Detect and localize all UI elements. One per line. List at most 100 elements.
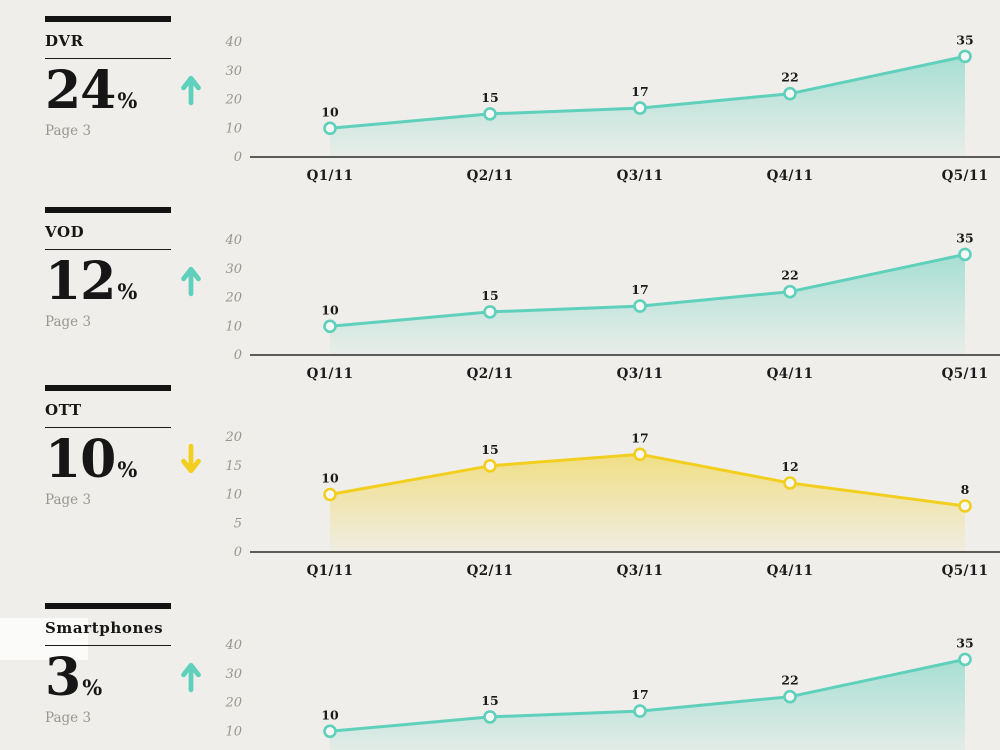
y-tick-label: 40 <box>224 638 242 653</box>
data-point <box>483 458 497 473</box>
section-title: Smartphones <box>45 619 164 637</box>
data-point <box>323 724 337 739</box>
data-point <box>783 284 797 299</box>
trend-up-icon <box>180 661 202 693</box>
y-tick-label: 30 <box>225 64 242 79</box>
point-value-label: 15 <box>481 90 498 105</box>
y-tick-label: 30 <box>225 262 242 277</box>
point-value-label: 17 <box>631 430 648 445</box>
metric-number: 24 <box>45 60 116 121</box>
section-title: DVR <box>45 32 84 50</box>
x-axis-label: Q3/11 <box>617 366 664 382</box>
y-tick-label: 10 <box>225 319 242 334</box>
sidebar-ott: OTT 10% Page 3 <box>45 385 171 508</box>
metric-unit: % <box>117 279 138 304</box>
background-strip <box>0 618 88 660</box>
metric-value: 3% <box>45 650 171 706</box>
y-tick-label: 40 <box>224 35 242 50</box>
y-tick-label: 30 <box>225 667 242 682</box>
data-point <box>323 487 337 502</box>
x-axis-label: Q3/11 <box>617 563 664 579</box>
area-fill <box>330 56 965 157</box>
metric-number: 10 <box>45 429 116 490</box>
line-chart-ott: 0 5 10 15 20 10 15 17 12 8 Q1/11 Q2/11 Q3/11 Q4/11 Q5/… <box>224 430 1000 579</box>
metric-value: 24% <box>45 63 171 119</box>
y-tick-label: 10 <box>225 121 242 136</box>
point-value-label: 35 <box>956 32 973 47</box>
area-fill <box>330 254 965 355</box>
data-point <box>958 499 972 513</box>
title-underline <box>45 645 171 646</box>
page-reference: Page 3 <box>45 122 92 139</box>
point-value-label: 35 <box>956 635 973 650</box>
point-value-label: 12 <box>781 459 798 474</box>
section-divider-bar <box>45 16 171 22</box>
data-point <box>633 447 647 462</box>
data-point <box>783 476 797 490</box>
metric-unit: % <box>117 88 138 113</box>
line-chart-dvr: 0 10 20 30 40 10 15 17 22 35 Q1/11 Q2/11 Q3/11 Q4/11 Q… <box>224 32 1000 184</box>
x-axis-label: Q5/11 <box>942 168 989 184</box>
point-value-label: 10 <box>321 302 339 317</box>
section-title: OTT <box>45 401 82 419</box>
y-tick-label: 0 <box>234 348 242 363</box>
page-reference: Page 3 <box>45 709 92 726</box>
y-tick-label: 10 <box>225 488 242 503</box>
y-tick-label: 20 <box>224 696 242 711</box>
y-tick-label: 5 <box>234 516 242 531</box>
page-reference: Page 3 <box>45 313 92 330</box>
data-point <box>323 319 337 334</box>
point-value-label: 15 <box>481 288 498 303</box>
y-tick-label: 0 <box>234 545 242 560</box>
section-divider-bar <box>45 603 171 609</box>
point-value-label: 15 <box>481 693 498 708</box>
data-point <box>633 101 647 115</box>
point-value-label: 17 <box>631 282 648 297</box>
y-tick-label: 0 <box>234 150 242 165</box>
section-title: VOD <box>45 223 85 241</box>
data-point <box>483 305 497 319</box>
point-value-label: 22 <box>781 70 798 85</box>
data-point <box>783 86 797 101</box>
metric-unit: % <box>82 675 103 700</box>
y-tick-label: 20 <box>224 430 242 445</box>
point-value-label: 35 <box>956 230 973 245</box>
data-point <box>483 107 497 121</box>
section-divider-bar <box>45 385 171 391</box>
title-underline <box>45 58 171 59</box>
x-axis-label: Q1/11 <box>307 563 354 579</box>
y-tick-label: 20 <box>224 291 242 306</box>
metric-value: 12% <box>45 254 171 310</box>
data-point <box>323 121 337 136</box>
section-divider-bar <box>45 207 171 213</box>
x-axis-label: Q5/11 <box>942 563 989 579</box>
point-value-label: 22 <box>781 268 798 283</box>
y-tick-label: 40 <box>224 233 242 248</box>
point-value-label: 17 <box>631 84 648 99</box>
metric-unit: % <box>117 457 138 482</box>
line-chart-vod: 0 10 20 30 40 10 15 17 22 35 Q1/11 Q2/11 Q3/11 Q4/11 Q… <box>224 230 1000 382</box>
data-point <box>483 710 497 724</box>
data-point <box>958 247 972 262</box>
point-value-label: 15 <box>481 442 498 457</box>
x-axis-label: Q2/11 <box>467 366 514 382</box>
sidebar-dvr: DVR 24% Page 3 <box>45 16 171 139</box>
x-axis-label: Q2/11 <box>467 168 514 184</box>
title-underline <box>45 427 171 428</box>
trend-down-icon <box>180 443 202 475</box>
sidebar-smartphones: Smartphones 3% Page 3 <box>45 603 171 726</box>
data-point <box>633 299 647 313</box>
x-axis-label: Q4/11 <box>767 366 814 382</box>
x-axis-label: Q5/11 <box>942 366 989 382</box>
point-value-label: 8 <box>961 482 970 497</box>
trend-up-icon <box>180 265 202 297</box>
y-tick-label: 15 <box>225 459 242 474</box>
point-value-label: 10 <box>321 707 339 722</box>
x-axis-label: Q2/11 <box>467 563 514 579</box>
x-axis-label: Q4/11 <box>767 563 814 579</box>
point-value-label: 10 <box>321 471 339 486</box>
data-point <box>958 49 972 64</box>
metric-number: 3 <box>45 647 81 708</box>
point-value-label: 17 <box>631 687 648 702</box>
trend-up-icon <box>180 74 202 106</box>
